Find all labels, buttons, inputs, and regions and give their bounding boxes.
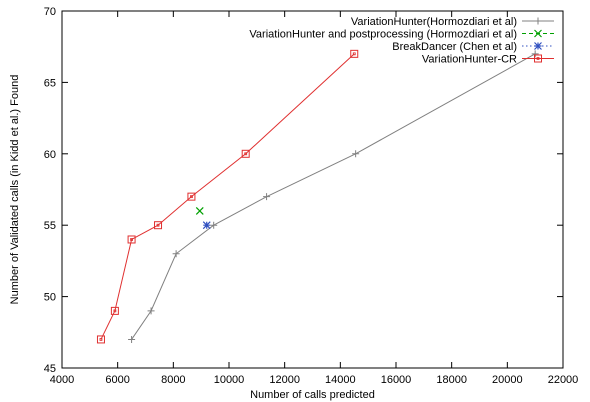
series-4-point <box>110 306 119 315</box>
legend-marker <box>534 17 542 25</box>
legend-label: VariationHunter and postprocessing (Horm… <box>249 29 517 41</box>
series-1-point <box>172 250 180 258</box>
series-4-point <box>154 221 163 230</box>
y-axis-label: Number of Validated calls (in Kidd et al… <box>9 75 21 305</box>
series-4-point-center <box>156 223 160 227</box>
plot-frame <box>61 10 564 369</box>
series-3 <box>202 221 211 230</box>
series-4-point <box>187 192 196 201</box>
x-tick-label: 18000 <box>436 374 467 386</box>
x-axis-label: Number of calls predicted <box>250 389 375 401</box>
legend-marker <box>534 42 542 50</box>
legend: VariationHunter(Hormozdiari et al)Variat… <box>249 16 554 66</box>
x-tick-label: 4000 <box>50 374 74 386</box>
x-tick-label: 22000 <box>548 374 579 386</box>
series-4-point <box>350 49 359 58</box>
series-3-point <box>202 221 211 230</box>
x-tick-label: 8000 <box>161 374 185 386</box>
series-4-point-center <box>130 238 133 241</box>
series-4-point <box>241 149 250 158</box>
series-1-point <box>531 50 539 58</box>
series-2-point <box>195 206 204 215</box>
series-4 <box>96 49 359 344</box>
legend-marker-center <box>536 57 540 60</box>
x-tick-label: 16000 <box>381 374 412 386</box>
y-tick-label: 55 <box>44 220 56 232</box>
series-4-point-center <box>352 52 356 56</box>
y-tick-label: 45 <box>44 363 56 375</box>
legend-label: BreakDancer (Chen et al) <box>392 41 517 53</box>
x-tick-label: 20000 <box>492 374 523 386</box>
series-1-point <box>147 307 155 315</box>
series-4-point <box>96 335 105 344</box>
y-tick-label: 50 <box>44 292 56 304</box>
legend-marker <box>534 54 542 63</box>
series-4-point-center <box>113 309 117 313</box>
x-tick-label: 14000 <box>325 374 356 386</box>
series-1 <box>128 50 539 343</box>
y-tick-label: 65 <box>44 77 56 89</box>
series-4-point-center <box>99 338 103 341</box>
series-2 <box>195 206 204 215</box>
legend-label: VariationHunter(Hormozdiari et al) <box>351 16 517 28</box>
series-group <box>96 49 539 344</box>
series-4-point <box>127 235 136 244</box>
y-tick-label: 70 <box>44 6 56 18</box>
series-1-point <box>263 193 271 201</box>
legend-marker <box>534 29 542 38</box>
legend-label: VariationHunter-CR <box>422 54 517 66</box>
series-4-point-center <box>190 195 193 199</box>
x-tick-label: 10000 <box>214 374 245 386</box>
y-tick-label: 60 <box>44 149 56 161</box>
series-1-point <box>210 221 218 229</box>
axis-ticks: 4000 6000 8000 10000 12000 14000 16000 18000 200… <box>44 6 579 386</box>
x-tick-label: 6000 <box>105 374 129 386</box>
series-1-point <box>128 335 136 343</box>
x-tick-label: 12000 <box>269 374 300 386</box>
series-4-point-center <box>244 152 248 156</box>
series-1-point <box>352 150 360 158</box>
series-4-line <box>100 53 355 340</box>
axes <box>61 10 564 369</box>
